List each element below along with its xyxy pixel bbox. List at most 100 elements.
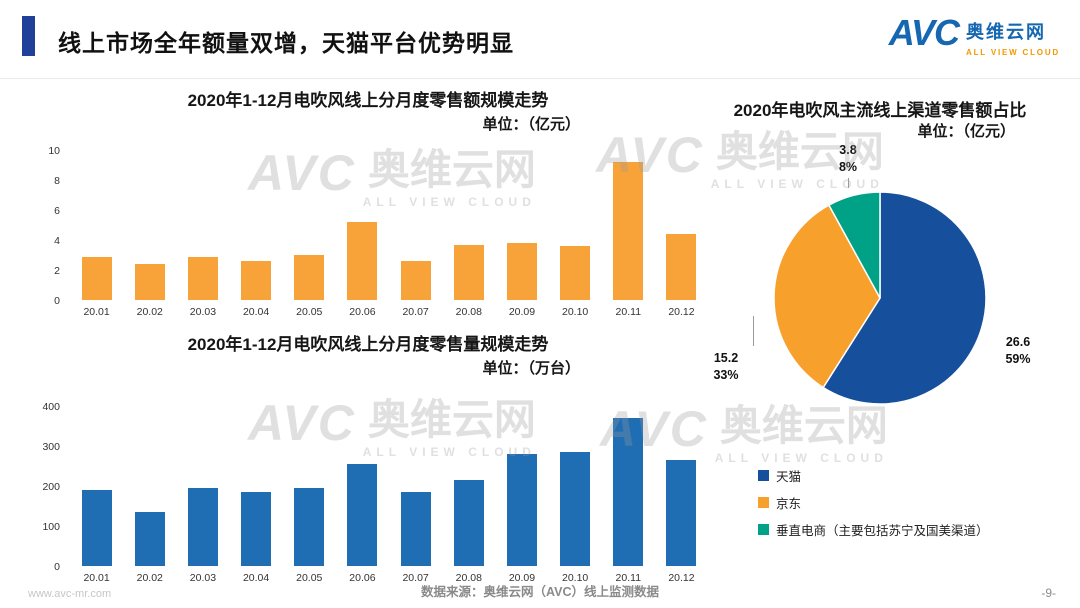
y-tick-label: 400 [42, 401, 60, 413]
y-tick-label: 10 [48, 145, 60, 157]
bar-20.07 [400, 492, 431, 566]
x-tick-label: 20.08 [455, 572, 482, 584]
bar-column: 20.06 [336, 406, 389, 584]
chart-title: 2020年1-12月电吹风线上分月度零售额规模走势 [187, 91, 549, 110]
bar-20.01 [81, 256, 112, 300]
x-tick-label: 20.02 [136, 306, 163, 318]
avc-logo-tagline: ALL VIEW CLOUD [966, 48, 1060, 57]
callout-value: 3.8 [839, 143, 857, 157]
x-tick-label: 20.01 [83, 306, 110, 318]
bar-20.08 [453, 244, 484, 300]
x-tick-label: 20.01 [83, 572, 110, 584]
y-tick-label: 300 [42, 441, 60, 453]
bar-20.09 [506, 454, 537, 566]
bar-20.05 [294, 488, 325, 566]
x-tick-label: 20.10 [561, 306, 589, 318]
x-tick-label: 20.04 [242, 306, 270, 318]
x-tick-label: 20.05 [296, 306, 323, 318]
bar-column: 20.01 [70, 150, 123, 318]
bar-column: 20.04 [230, 150, 283, 318]
legend-item-1: 京东 [758, 493, 989, 512]
header-divider [0, 78, 1080, 79]
bar-20.08 [453, 480, 484, 566]
bar-column: 20.03 [176, 406, 229, 584]
bar-plot: 20.01 20.02 20.03 20.04 20.05 20.06 20.07 20.08… [70, 150, 708, 318]
pie-slice-0 [822, 191, 987, 405]
bar-column: 20.05 [283, 150, 336, 318]
x-tick-label: 20.03 [189, 306, 217, 318]
bar-column: 20.10 [549, 150, 602, 318]
page-title: 线上市场全年额量双增，天猫平台优势明显 [58, 30, 514, 56]
callout-percent: 59% [1005, 352, 1031, 366]
callout-percent: 33% [713, 368, 739, 382]
bar-column: 20.09 [495, 150, 548, 318]
pie-leader-line [848, 178, 849, 188]
pie-callout-vertical-ecommerce: 3.8 8% [826, 142, 870, 176]
bar-column: 20.07 [389, 150, 442, 318]
chart-title: 2020年1-12月电吹风线上分月度零售量规模走势 [187, 335, 549, 354]
pie-slice-2 [827, 191, 881, 299]
plot-area: 0 2 4 6 8 10 20.01 20.02 20.03 20.04 20.05 20.06 20.… [48, 145, 708, 318]
bar-20.12 [666, 234, 697, 300]
bar-column: 20.03 [176, 150, 229, 318]
bar-20.12 [666, 460, 697, 566]
bar-column: 20.10 [549, 406, 602, 584]
pie-chart-title: 2020年电吹风主流线上渠道零售额占比 [733, 101, 1027, 120]
bar-column: 20.04 [230, 406, 283, 584]
bar-20.01 [81, 490, 112, 566]
legend-swatch [758, 497, 769, 508]
pie-chart [773, 191, 987, 405]
bar-column: 20.07 [389, 406, 442, 584]
footer-data-source: 数据来源：奥维云网（AVC）线上监测数据 [421, 585, 659, 599]
bar-20.04 [241, 492, 272, 566]
pie-callout-jd: 15.2 33% [701, 350, 751, 384]
revenue-bar-chart: 2020年1-12月电吹风线上分月度零售额规模走势 单位：（亿元） 0 2 4 6 8 1… [28, 86, 708, 318]
x-tick-label: 20.11 [615, 306, 642, 318]
legend-swatch [758, 470, 769, 481]
title-accent-bar [22, 16, 35, 56]
legend-label: 垂直电商（主要包括苏宁及国美渠道） [776, 524, 989, 538]
bar-20.05 [294, 255, 325, 300]
y-tick-label: 200 [42, 481, 60, 493]
bar-column: 20.11 [602, 406, 655, 584]
footer-website: www.avc-mr.com [28, 588, 112, 600]
legend-item-0: 天猫 [758, 466, 989, 485]
bar-column: 20.08 [442, 150, 495, 318]
bar-20.07 [400, 261, 431, 300]
y-tick-label: 6 [54, 205, 60, 217]
bar-20.03 [187, 256, 218, 300]
bar-column: 20.12 [655, 150, 708, 318]
footer-page-number: -9- [1041, 586, 1056, 600]
y-tick-label: 0 [54, 561, 60, 573]
x-tick-label: 20.08 [455, 306, 482, 318]
y-tick-label: 8 [54, 175, 60, 187]
pie-leader-line [753, 316, 754, 346]
bar-20.11 [613, 418, 644, 566]
x-tick-label: 20.06 [349, 306, 376, 318]
bar-20.02 [134, 512, 165, 566]
y-tick-label: 2 [54, 265, 60, 277]
bar-column: 20.05 [283, 406, 336, 584]
bar-20.11 [613, 162, 644, 300]
legend-swatch [758, 524, 769, 535]
x-tick-label: 20.12 [668, 306, 695, 318]
x-tick-label: 20.09 [508, 306, 536, 318]
x-tick-label: 20.04 [242, 572, 270, 584]
bar-column: 20.06 [336, 150, 389, 318]
legend-label: 京东 [776, 497, 802, 511]
avc-logo-abbr: AVC [888, 12, 960, 53]
x-tick-label: 20.10 [561, 572, 589, 584]
pie-legend: 天猫京东垂直电商（主要包括苏宁及国美渠道） [758, 466, 989, 539]
avc-logo-text: 奥维云网 ALL VIEW CLOUD [966, 18, 1060, 57]
bar-20.09 [506, 243, 537, 300]
bar-column: 20.12 [655, 406, 708, 584]
legend-item-2: 垂直电商（主要包括苏宁及国美渠道） [758, 520, 989, 539]
y-tick-label: 0 [54, 295, 60, 307]
callout-percent: 8% [838, 160, 858, 174]
x-tick-label: 20.02 [136, 572, 163, 584]
y-tick-label: 100 [42, 521, 60, 533]
bar-20.02 [134, 264, 165, 300]
watermark-name: 奥维云网 [719, 402, 888, 449]
bar-20.06 [347, 222, 378, 300]
bar-20.10 [560, 452, 591, 566]
